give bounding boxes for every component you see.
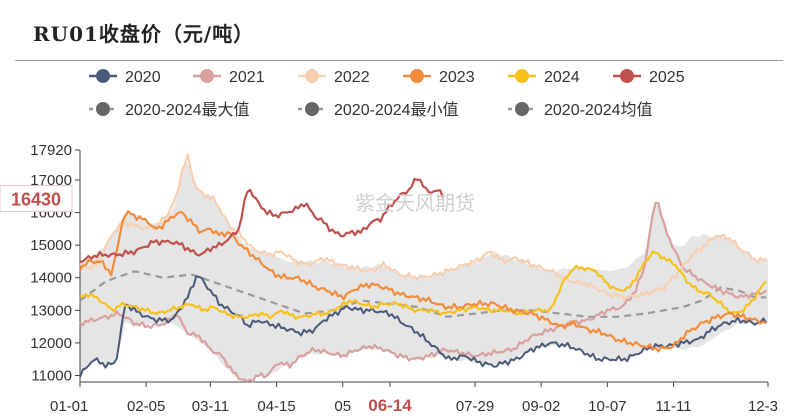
legend-marker (515, 69, 529, 83)
legend-marker (305, 69, 319, 83)
x-tick-label: 09-02 (522, 398, 560, 415)
y-tick-label: 11000 (31, 367, 72, 384)
legend-marker (515, 102, 529, 116)
legend-marker (96, 69, 110, 83)
series-line-2021 (79, 201, 767, 383)
legend-marker (410, 69, 424, 83)
x-tick-label: 04-15 (257, 398, 295, 415)
legend-marker (620, 69, 634, 83)
x-tick-label: 01-01 (50, 398, 88, 415)
y-tick-label: 13000 (30, 302, 72, 319)
legend-marker (200, 69, 214, 83)
legend-label: 2021 (229, 69, 265, 86)
legend-marker (96, 102, 110, 116)
series-line-2025 (79, 177, 444, 263)
x-tick-label: 07-29 (456, 398, 494, 415)
series-line-2020-2024均值 (79, 270, 767, 318)
legend-label: 2023 (439, 69, 475, 86)
legend-label: 2020-2024最小值 (334, 101, 459, 119)
legend-label: 2020-2024最大值 (125, 101, 250, 119)
title-divider (15, 60, 783, 61)
series-line-2022 (79, 153, 767, 301)
legend-label: 2020 (125, 69, 161, 86)
x-tick-label: 10-07 (588, 398, 626, 415)
legend-label: 2024 (544, 69, 580, 86)
x-tick-label: 05 (334, 398, 351, 415)
y-tick-label: 12000 (30, 335, 72, 352)
series-line-2024 (79, 250, 767, 320)
highlight-value-label: 16430 (11, 190, 61, 210)
legend-label: 2025 (649, 69, 685, 86)
y-tick-label: 17920 (30, 142, 72, 159)
legend-label: 2022 (334, 69, 370, 86)
x-tick-label-highlight: 06-14 (368, 396, 412, 415)
x-tick-label: 12-3 (748, 398, 778, 415)
min-max-band (80, 161, 768, 383)
series-line-2023 (79, 210, 767, 353)
x-tick-label: 03-11 (192, 398, 229, 415)
y-tick-label: 15000 (30, 237, 72, 254)
watermark-text: 紫金天风期货 (355, 191, 475, 215)
legend-label: 2020-2024均值 (544, 101, 653, 119)
chart-title: RU01收盘价（元/吨） (33, 22, 255, 46)
x-tick-label: 02-05 (127, 398, 165, 415)
x-tick-label: 11-11 (655, 398, 691, 415)
y-tick-label: 17000 (30, 172, 72, 189)
y-tick-label: 14000 (30, 270, 72, 287)
highlight-value-box (0, 185, 73, 213)
legend-marker (305, 102, 319, 116)
